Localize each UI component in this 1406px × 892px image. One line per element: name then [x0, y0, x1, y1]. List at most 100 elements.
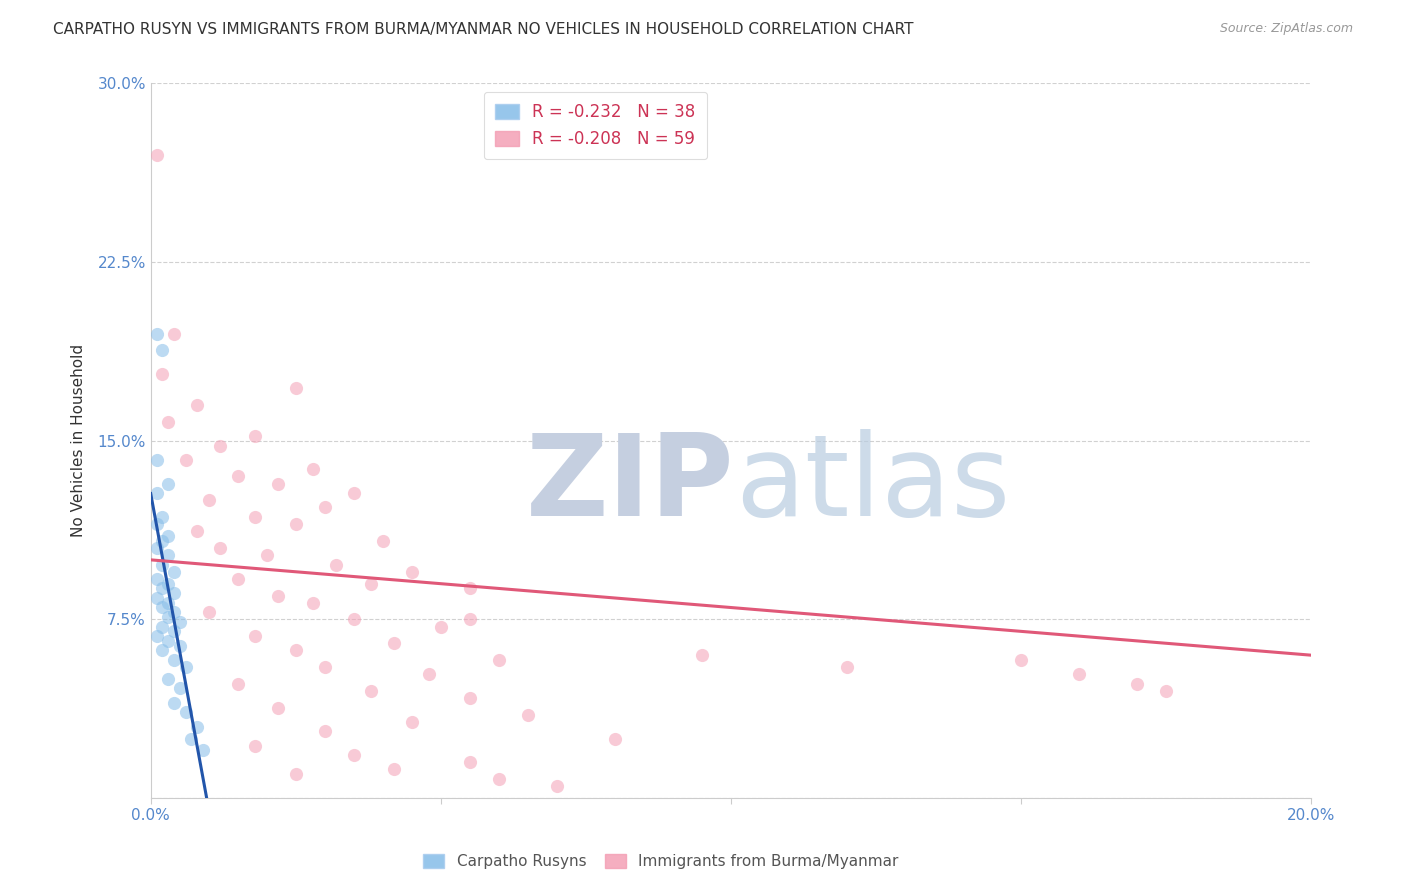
Point — [145, 629, 167, 643]
Text: ZIP: ZIP — [526, 429, 734, 541]
Point — [157, 610, 180, 624]
Point — [360, 576, 382, 591]
Text: atlas: atlas — [734, 429, 1010, 541]
Point — [145, 591, 167, 605]
Point — [169, 639, 191, 653]
Point — [191, 743, 214, 757]
Point — [418, 667, 440, 681]
Point — [516, 707, 538, 722]
Point — [458, 691, 481, 706]
Point — [157, 415, 180, 429]
Point — [163, 624, 186, 639]
Point — [174, 660, 197, 674]
Point — [1125, 677, 1147, 691]
Point — [382, 636, 405, 650]
Point — [243, 510, 266, 524]
Point — [243, 629, 266, 643]
Point — [343, 612, 366, 626]
Point — [256, 548, 278, 562]
Point — [302, 596, 325, 610]
Point — [174, 706, 197, 720]
Text: CARPATHO RUSYN VS IMMIGRANTS FROM BURMA/MYANMAR NO VEHICLES IN HOUSEHOLD CORRELA: CARPATHO RUSYN VS IMMIGRANTS FROM BURMA/… — [53, 22, 914, 37]
Point — [343, 486, 366, 500]
Point — [150, 619, 173, 633]
Point — [371, 533, 394, 548]
Point — [180, 731, 202, 746]
Point — [145, 541, 167, 555]
Point — [458, 612, 481, 626]
Point — [488, 653, 510, 667]
Point — [314, 660, 336, 674]
Point — [163, 653, 186, 667]
Point — [382, 763, 405, 777]
Legend: Carpatho Rusyns, Immigrants from Burma/Myanmar: Carpatho Rusyns, Immigrants from Burma/M… — [418, 848, 904, 875]
Point — [145, 486, 167, 500]
Point — [157, 672, 180, 686]
Point — [150, 533, 173, 548]
Point — [150, 558, 173, 572]
Point — [150, 367, 173, 381]
Point — [145, 572, 167, 586]
Point — [488, 772, 510, 786]
Point — [150, 582, 173, 596]
Point — [401, 714, 423, 729]
Point — [209, 541, 232, 555]
Legend: R = -0.232   N = 38, R = -0.208   N = 59: R = -0.232 N = 38, R = -0.208 N = 59 — [484, 92, 707, 160]
Point — [186, 524, 208, 539]
Point — [163, 326, 186, 341]
Point — [145, 326, 167, 341]
Point — [163, 565, 186, 579]
Point — [163, 586, 186, 600]
Point — [401, 565, 423, 579]
Point — [145, 148, 167, 162]
Point — [169, 615, 191, 629]
Point — [1154, 684, 1177, 698]
Point — [145, 452, 167, 467]
Point — [197, 605, 219, 619]
Point — [174, 452, 197, 467]
Point — [186, 720, 208, 734]
Point — [343, 748, 366, 763]
Point — [150, 600, 173, 615]
Point — [157, 633, 180, 648]
Point — [325, 558, 347, 572]
Text: Source: ZipAtlas.com: Source: ZipAtlas.com — [1219, 22, 1353, 36]
Point — [690, 648, 713, 662]
Point — [197, 493, 219, 508]
Point — [603, 731, 626, 746]
Point — [243, 739, 266, 753]
Y-axis label: No Vehicles in Household: No Vehicles in Household — [72, 344, 86, 537]
Point — [314, 500, 336, 515]
Point — [157, 476, 180, 491]
Point — [243, 429, 266, 443]
Point — [835, 660, 858, 674]
Point — [157, 576, 180, 591]
Point — [226, 572, 249, 586]
Point — [267, 476, 290, 491]
Point — [157, 548, 180, 562]
Point — [429, 619, 451, 633]
Point — [226, 677, 249, 691]
Point — [458, 582, 481, 596]
Point — [284, 517, 307, 532]
Point — [360, 684, 382, 698]
Point — [186, 398, 208, 412]
Point — [302, 462, 325, 476]
Point — [150, 510, 173, 524]
Point — [226, 469, 249, 483]
Point — [546, 779, 568, 793]
Point — [1067, 667, 1090, 681]
Point — [157, 529, 180, 543]
Point — [267, 700, 290, 714]
Point — [157, 596, 180, 610]
Point — [1010, 653, 1032, 667]
Point — [267, 589, 290, 603]
Point — [284, 767, 307, 781]
Point — [145, 517, 167, 532]
Point — [163, 605, 186, 619]
Point — [163, 696, 186, 710]
Point — [209, 438, 232, 452]
Point — [150, 643, 173, 657]
Point — [169, 681, 191, 696]
Point — [284, 381, 307, 395]
